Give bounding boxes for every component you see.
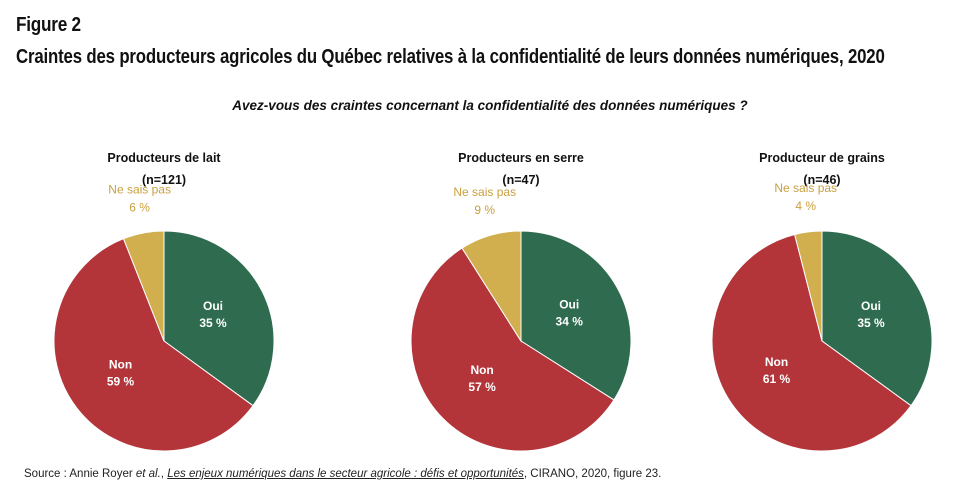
slice-label-non: Non — [765, 355, 788, 369]
pie-sample-size: (n=47) — [502, 173, 539, 187]
pie-slice-non — [53, 238, 254, 452]
pie-slice-nsp — [461, 230, 522, 343]
pie-title: Producteur de grains — [759, 151, 885, 165]
slice-label-oui: Oui — [861, 299, 881, 313]
pie-sample-size: (n=121) — [142, 173, 186, 187]
slice-label-nsp: Ne sais pas — [774, 181, 837, 195]
source-suffix: , CIRANO, 2020, figure 23. — [523, 468, 662, 480]
slice-label-oui: Oui — [559, 298, 579, 312]
slice-label-non: Non — [109, 358, 132, 372]
chart-title: Craintes des producteurs agricoles du Qu… — [16, 46, 885, 68]
slice-value-nsp: 4 % — [795, 199, 816, 213]
slice-label-nsp: Ne sais pas — [453, 185, 516, 199]
pie-title: Producteurs de lait — [107, 151, 221, 165]
slice-label-non: Non — [470, 363, 493, 377]
pie-slice-non — [711, 233, 912, 452]
pie-slice-nsp — [794, 230, 823, 342]
survey-question: Avez-vous des craintes concernant la con… — [232, 98, 748, 113]
pie-chart-3: Producteur de grains (n=46) Oui 35 % Non 61 %… — [711, 151, 933, 452]
slice-value-oui: 35 % — [199, 316, 227, 330]
pie-chart-1: Producteurs de lait (n=121) Oui 35 % Non 59 %… — [53, 151, 275, 452]
source-note: Source : Annie Royer et al., Les enjeux … — [24, 468, 661, 480]
slice-value-non: 61 % — [763, 372, 791, 386]
pie-slice-oui — [163, 230, 275, 407]
pie-slice-non — [410, 247, 615, 452]
slice-value-nsp: 6 % — [129, 200, 150, 214]
pie-chart-2: Producteurs en serre (n=47) Oui 34 % Non 57 %… — [410, 151, 632, 452]
pie-sample-size: (n=46) — [803, 173, 840, 187]
pie-slice-oui — [520, 230, 632, 401]
slice-label-oui: Oui — [203, 299, 223, 313]
slice-value-non: 59 % — [107, 375, 135, 389]
slice-label-nsp: Ne sais pas — [108, 182, 171, 196]
pie-slice-nsp — [122, 230, 165, 342]
source-etal: et al. — [135, 468, 161, 480]
source-publication: Les enjeux numériques dans le secteur ag… — [167, 468, 524, 480]
slice-value-nsp: 9 % — [474, 203, 495, 217]
slice-value-oui: 35 % — [857, 316, 885, 330]
slice-value-non: 57 % — [468, 380, 496, 394]
pie-title: Producteurs en serre — [458, 151, 584, 165]
source-sep: , — [160, 468, 168, 480]
pie-slice-oui — [821, 230, 933, 407]
source-prefix: Source : Annie Royer — [24, 468, 136, 480]
figure-label: Figure 2 — [16, 14, 81, 36]
slice-value-oui: 34 % — [556, 315, 584, 329]
